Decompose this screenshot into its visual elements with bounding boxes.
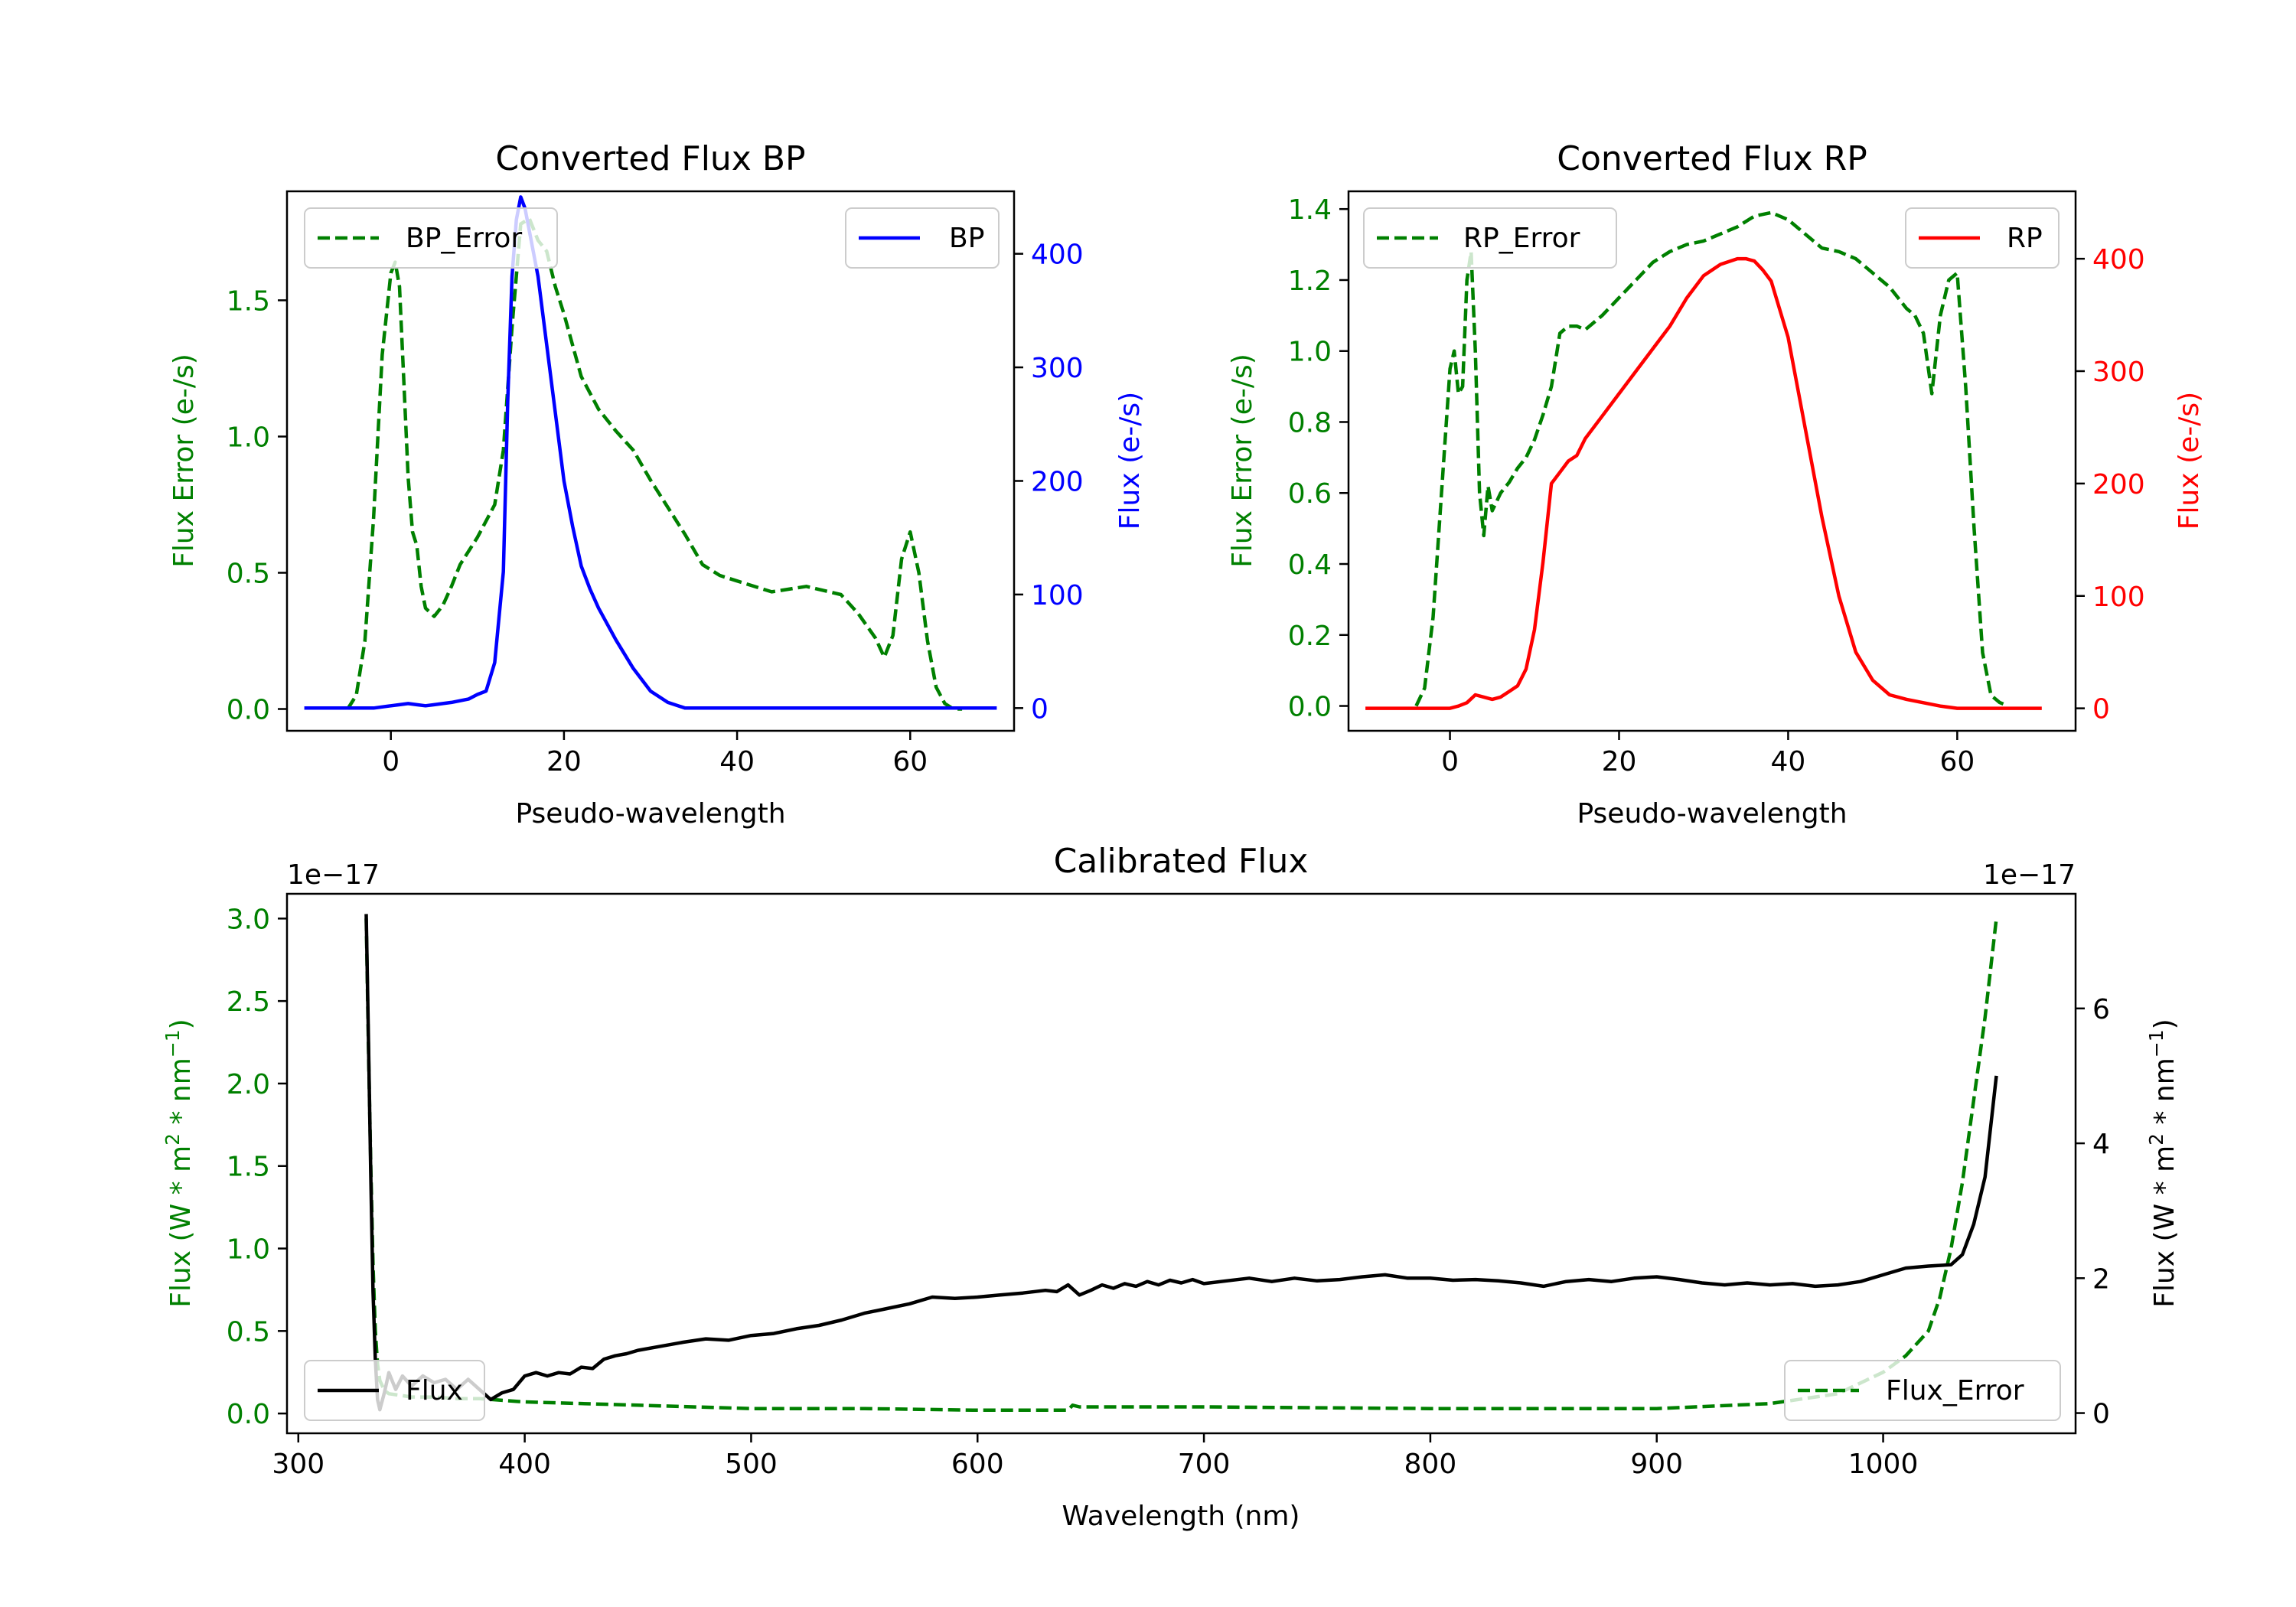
rp-right-y-tick-label: 300 [2092, 357, 2145, 388]
bp-axes-frame [285, 190, 1016, 732]
calibrated-x-tick-label: 600 [951, 1449, 1004, 1480]
bp-legend-right: BP [845, 207, 1000, 269]
bp-left-y-tick-label: 0.5 [227, 558, 270, 589]
bp-left-y-tick-label: 0.0 [227, 695, 270, 726]
calibrated-right-y-tick-label: 6 [2092, 994, 2110, 1025]
rp-right-y-tick-label: 100 [2092, 582, 2145, 613]
rp-legend-right: RP [1905, 207, 2060, 269]
calibrated-left-y-tick-label: 1.0 [227, 1234, 270, 1266]
calibrated-left-y-tick-label: 3.0 [227, 904, 270, 935]
bp-right-y-tick-label: 100 [1031, 580, 1084, 611]
bp-right-y-tick-label: 400 [1031, 240, 1084, 271]
calibrated-right-y-tick-label: 4 [2092, 1129, 2110, 1160]
calibrated-panel: 300 400 500 600 700 800 900 1000 0.0 0.5 1.0 1.5 2.0… [161, 842, 2181, 1532]
bp-right-axis-label: Flux (e-/s) [1114, 392, 1146, 530]
calibrated-left-offset: 1e−17 [287, 859, 380, 891]
calibrated-title: Calibrated Flux [1054, 842, 1309, 881]
bp-x-axis-label: Pseudo-wavelength [515, 798, 785, 830]
bp-x-tick-label: 0 [382, 746, 400, 777]
calibrated-right-y-tick-label: 2 [2092, 1263, 2110, 1295]
bp-left-axis-label: Flux Error (e-/s) [168, 354, 200, 568]
bp-series-bp-line [304, 195, 997, 710]
rp-legend-flux-label: RP [2007, 223, 2043, 254]
rp-series-layer [1365, 210, 2042, 710]
rp-left-y-tick-label: 1.0 [1288, 337, 1332, 368]
calibrated-legend-flux-label: Flux [406, 1375, 463, 1407]
bp-ticks: 0 20 40 60 0.0 0.5 1.0 1.5 0 100 200 300 400 [227, 240, 1084, 777]
rp-ticks: 0 20 40 60 0.0 0.2 0.4 0.6 0.8 1.0 1.2 1.4 0 100 200 30… [1288, 194, 2145, 777]
calibrated-right-offset: 1e−17 [1983, 859, 2076, 891]
calibrated-legend-right: Flux_Error [1784, 1360, 2061, 1421]
bp-x-tick-label: 40 [719, 746, 755, 777]
rp-x-tick-label: 20 [1602, 746, 1637, 777]
bp-left-y-tick-label: 1.5 [227, 285, 270, 317]
bp-panel: 0 20 40 60 0.0 0.5 1.0 1.5 0 100 200 300 400 Convert… [168, 139, 1146, 830]
rp-panel: 0 20 40 60 0.0 0.2 0.4 0.6 0.8 1.0 1.2 1.4 0 100 200 30… [1227, 139, 2205, 830]
calibrated-x-tick-label: 300 [272, 1449, 325, 1480]
calibrated-axes-frame [285, 892, 2077, 1435]
calibrated-legend-error-label: Flux_Error [1886, 1375, 2024, 1407]
calibrated-x-tick-label: 500 [725, 1449, 778, 1480]
calibrated-x-tick-label: 1000 [1848, 1449, 1919, 1480]
rp-right-axis-label: Flux (e-/s) [2174, 392, 2205, 530]
calibrated-left-y-tick-label: 1.5 [227, 1152, 270, 1183]
rp-right-y-tick-label: 0 [2092, 694, 2110, 725]
calibrated-left-y-tick-label: 2.5 [227, 986, 270, 1018]
bp-title: Converted Flux BP [495, 139, 805, 178]
rp-legend-left: RP_Error [1363, 207, 1617, 269]
rp-series-rp-error-line [1414, 210, 2009, 708]
rp-left-y-tick-label: 1.2 [1288, 266, 1332, 297]
calibrated-right-y-tick-label: 0 [2092, 1399, 2110, 1430]
bp-right-y-tick-label: 200 [1031, 466, 1084, 497]
rp-left-y-tick-label: 1.4 [1288, 194, 1332, 226]
calibrated-left-y-tick-label: 2.0 [227, 1069, 270, 1100]
calibrated-right-sup-minus1: −1 [2145, 1029, 2167, 1058]
rp-x-tick-label: 40 [1771, 746, 1806, 777]
bp-legend-left: BP_Error [304, 207, 558, 269]
rp-left-y-tick-label: 0.0 [1288, 692, 1332, 723]
calibrated-x-tick-label: 800 [1404, 1449, 1457, 1480]
bp-x-tick-label: 60 [892, 746, 928, 777]
bp-series-bp-error-line [346, 217, 963, 711]
rp-title: Converted Flux RP [1557, 139, 1867, 178]
calibrated-left-sup-2: 2 [161, 1133, 184, 1146]
rp-left-axis-label: Flux Error (e-/s) [1227, 354, 1258, 568]
calibrated-left-sup-minus1: −1 [161, 1029, 184, 1058]
bp-left-y-tick-label: 1.0 [227, 422, 270, 453]
bp-right-y-tick-label: 0 [1031, 693, 1049, 725]
rp-x-tick-label: 60 [1939, 746, 1975, 777]
calibrated-left-axis-label: Flux (W * m2 * nm−1) [161, 1019, 197, 1307]
calibrated-legend-left: Flux [304, 1360, 485, 1421]
rp-left-y-tick-label: 0.6 [1288, 478, 1332, 510]
calibrated-x-tick-label: 900 [1630, 1449, 1683, 1480]
bp-series-layer [304, 195, 997, 711]
rp-x-axis-label: Pseudo-wavelength [1577, 798, 1847, 830]
bp-right-y-tick-label: 300 [1031, 353, 1084, 384]
rp-left-y-tick-label: 0.4 [1288, 549, 1332, 581]
calibrated-left-y-tick-label: 0.0 [227, 1399, 270, 1430]
calibrated-x-tick-label: 400 [498, 1449, 551, 1480]
calibrated-x-tick-label: 700 [1178, 1449, 1231, 1480]
rp-axes-frame [1347, 190, 2077, 732]
rp-series-rp-line [1365, 256, 2042, 710]
bp-x-tick-label: 20 [546, 746, 582, 777]
calibrated-ticks: 300 400 500 600 700 800 900 1000 0.0 0.5 1.0 1.5 2.0… [227, 904, 2110, 1480]
rp-right-y-tick-label: 200 [2092, 469, 2145, 500]
bp-legend-error-label: BP_Error [406, 223, 522, 254]
rp-x-tick-label: 0 [1441, 746, 1459, 777]
bp-legend-flux-label: BP [949, 223, 984, 254]
rp-right-y-tick-label: 400 [2092, 244, 2145, 275]
rp-left-y-tick-label: 0.2 [1288, 621, 1332, 652]
rp-left-y-tick-label: 0.8 [1288, 407, 1332, 438]
calibrated-right-sup-2: 2 [2145, 1133, 2167, 1146]
calibrated-right-axis-label: Flux (W * m2 * nm−1) [2145, 1019, 2181, 1307]
calibrated-x-axis-label: Wavelength (nm) [1062, 1501, 1300, 1532]
rp-legend-error-label: RP_Error [1463, 223, 1580, 254]
calibrated-left-y-tick-label: 0.5 [227, 1316, 270, 1348]
